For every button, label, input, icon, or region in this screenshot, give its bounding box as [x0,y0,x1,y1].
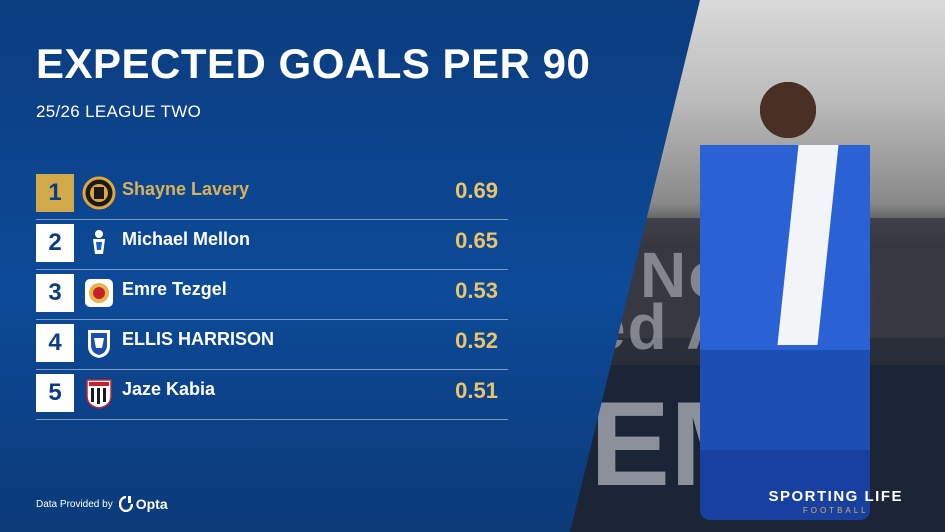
xg-value: 0.69 [455,178,498,203]
xg-value: 0.53 [455,278,498,303]
rank-badge: 2 [36,224,74,262]
player-name: Shayne Lavery [122,179,250,199]
xg-value: 0.65 [455,228,498,253]
xg-value: 0.51 [455,378,498,403]
sporting-life-logo: SPORTING LIFE FOOTBALL [768,488,903,515]
ranking-row: 4 ELLIS HARRISON 0.52 [36,320,508,370]
brand-sub: FOOTBALL [802,506,869,515]
credit-label: Data Provided by [36,498,113,510]
rank-badge: 3 [36,274,74,312]
player-name: Emre Tezgel [122,279,227,299]
opta-text: Opta [135,496,168,512]
rank-badge: 1 [36,174,74,212]
player-name: Jaze Kabia [122,379,216,399]
player-name: Michael Mellon [122,229,251,249]
opta-logo: Opta [118,496,168,512]
player-name: ELLIS HARRISON [122,329,275,349]
ranking-list: 1 Shayne Lavery 0.69 2 Michael Mellon 0.… [36,170,508,420]
page-title: EXPECTED GOALS PER 90 [36,40,591,87]
brand-name: SPORTING LIFE [768,488,903,505]
cambridge-crest-icon [82,176,116,210]
grimsby-crest-icon [86,379,112,409]
opta-icon [118,496,133,512]
stats-panel [0,0,700,532]
ranking-row: 3 Emre Tezgel 0.53 [36,270,508,320]
ranking-row: 5 Jaze Kabia 0.51 [36,370,508,420]
page-subtitle: 25/26 LEAGUE TWO [36,102,202,121]
ranking-row: 1 Shayne Lavery 0.69 [36,170,508,220]
bristol-rovers-crest-icon [88,330,110,358]
ranking-row: 2 Michael Mellon 0.65 [36,220,508,270]
data-credit: Data Provided by Opta [36,496,168,512]
player-figure [700,50,870,520]
xg-value: 0.52 [455,328,498,353]
crewe-crest-icon [85,279,113,307]
rank-badge: 4 [36,324,74,362]
player-photo: Not ed Arr EME [560,0,945,532]
oldham-crest-icon [93,230,105,254]
rank-badge: 5 [36,374,74,412]
